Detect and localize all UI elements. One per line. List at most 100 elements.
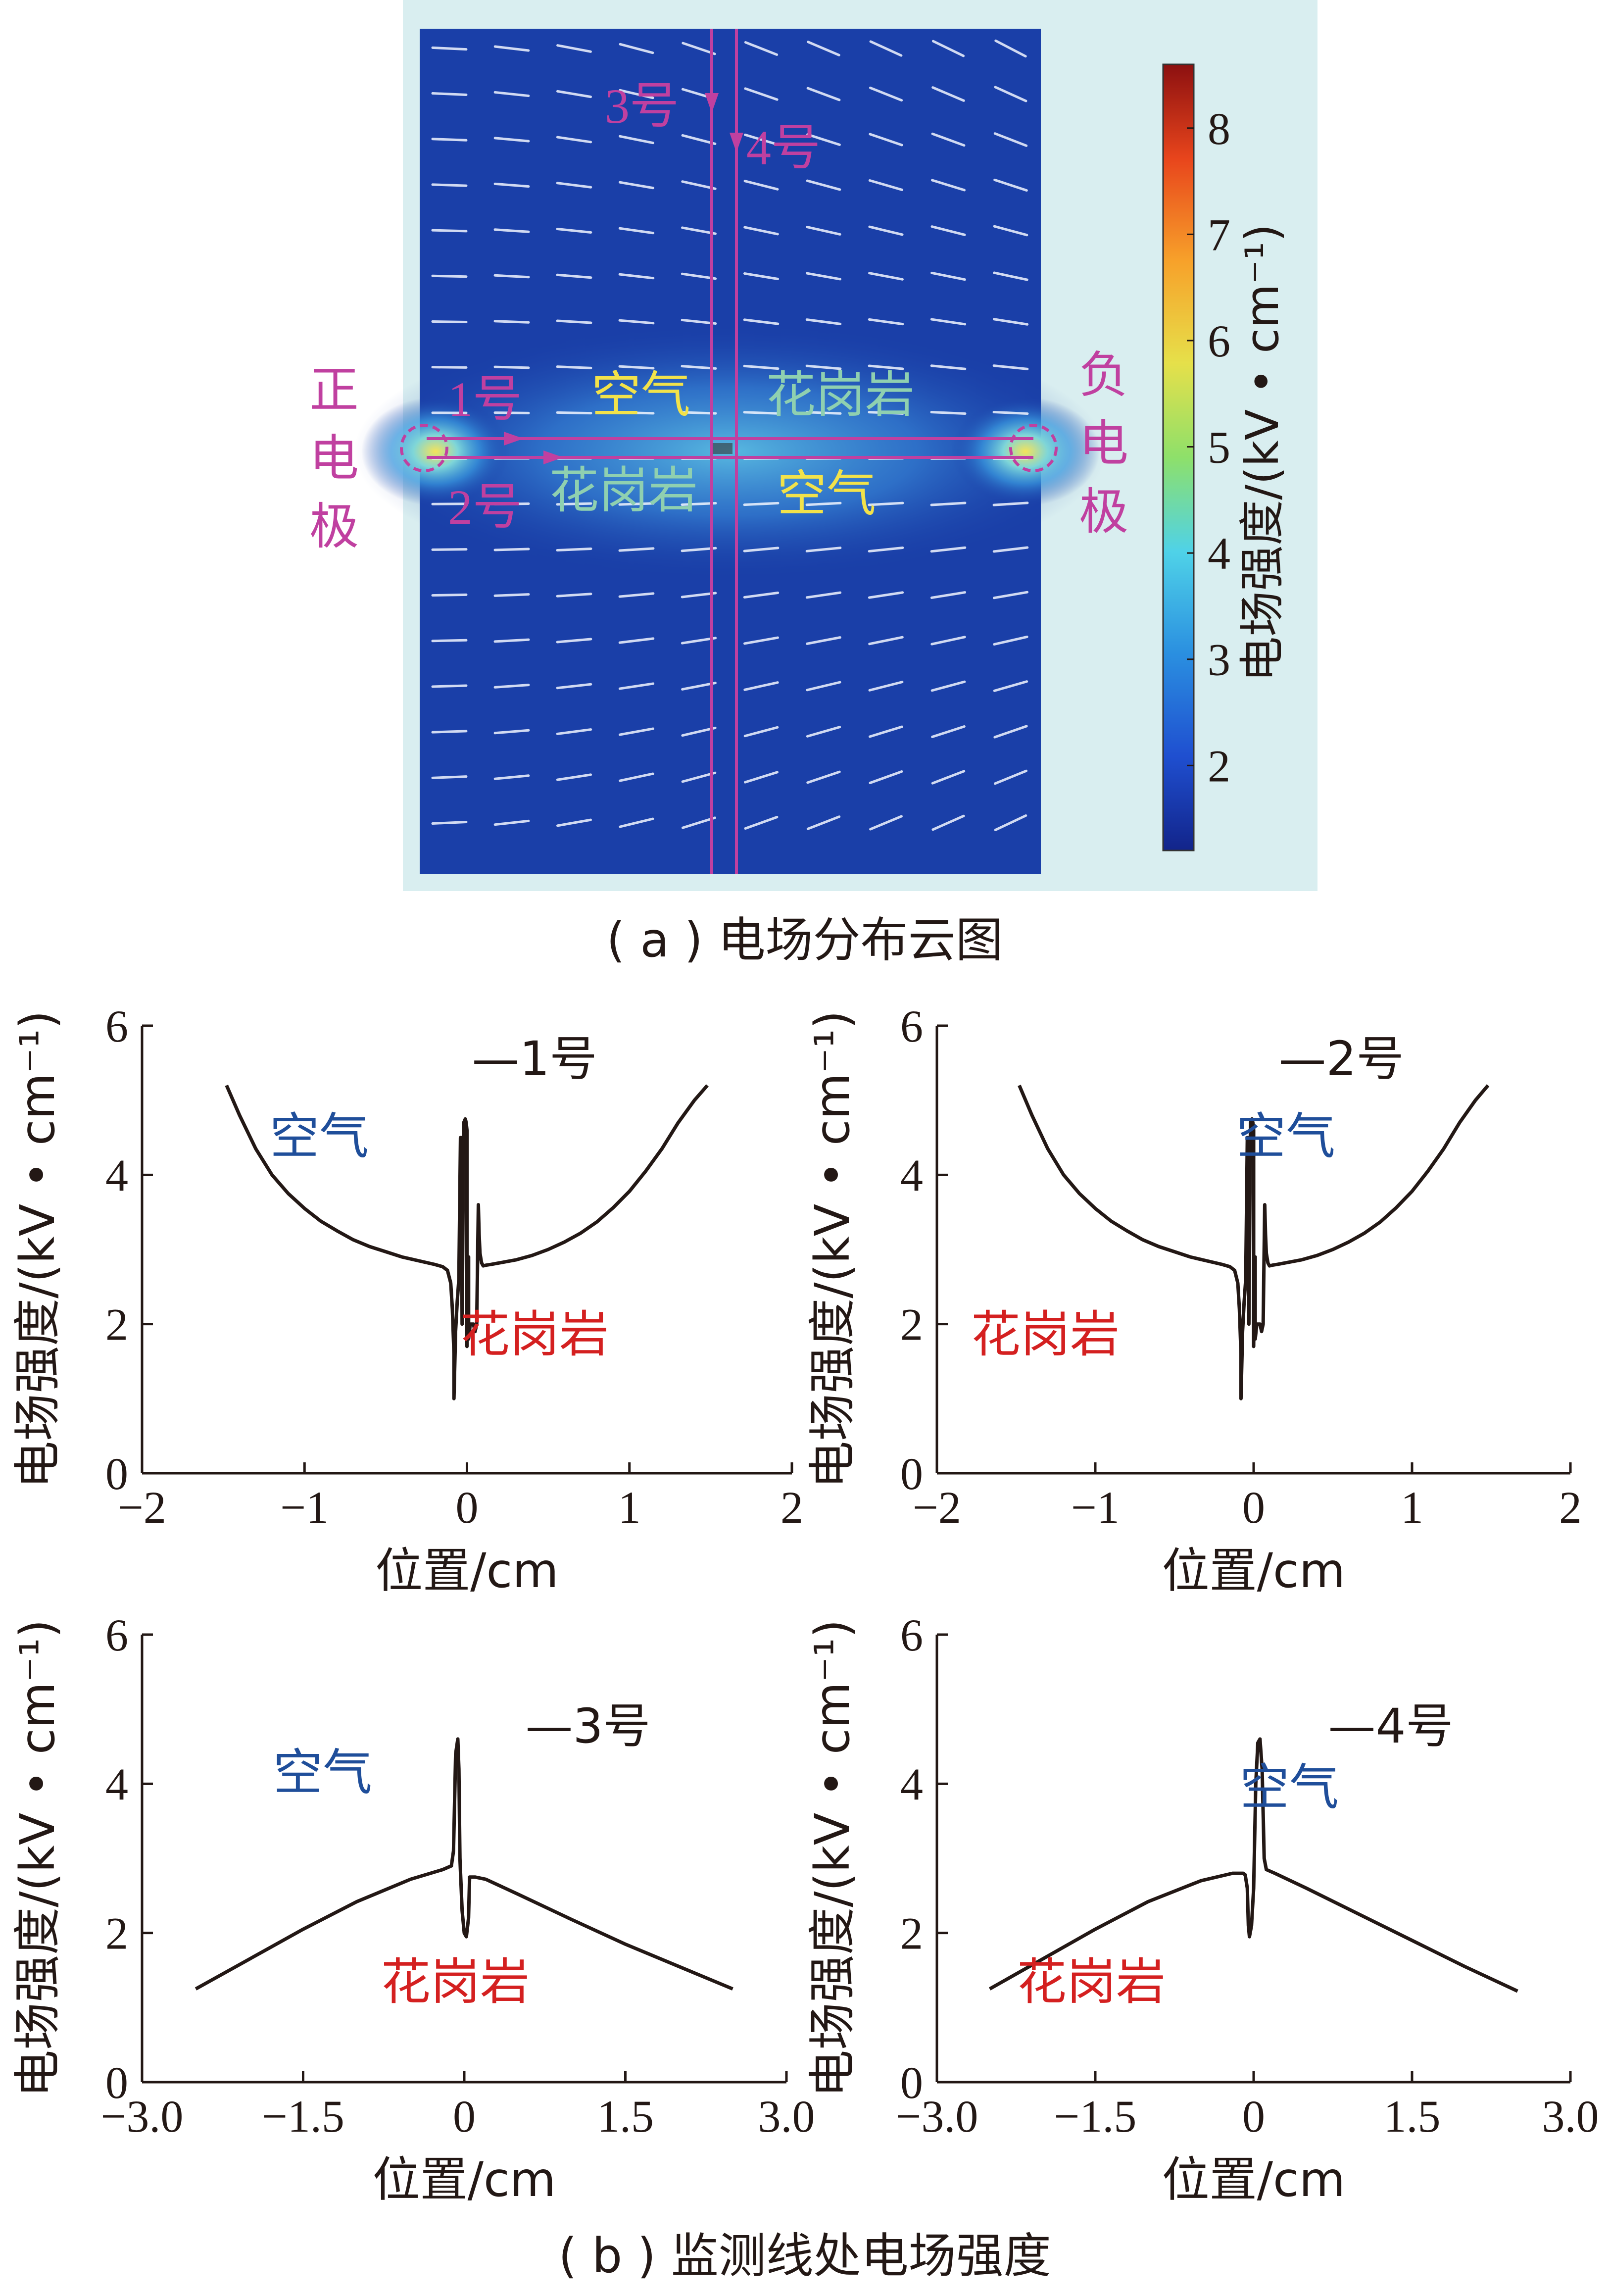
field-arrow bbox=[805, 501, 842, 506]
field-arrow bbox=[931, 40, 965, 57]
electrode-left-char-3: 极 bbox=[309, 498, 359, 555]
field-arrow bbox=[806, 770, 841, 784]
colorbar-tick-label: 7 bbox=[1208, 209, 1230, 260]
field-arrow bbox=[744, 41, 779, 56]
field-arrow bbox=[931, 86, 965, 102]
field-arrow bbox=[618, 411, 655, 415]
field-arrow bbox=[869, 40, 903, 57]
field-arrow bbox=[619, 135, 654, 145]
field-arrow bbox=[868, 411, 904, 415]
field-arrow bbox=[493, 638, 530, 643]
x-tick-label: 1.5 bbox=[1384, 2091, 1441, 2142]
field-arrow bbox=[618, 273, 655, 280]
field-arrow bbox=[931, 179, 966, 192]
y-tick-label: 6 bbox=[105, 1001, 128, 1051]
x-axis-label: 位置/cm bbox=[375, 1543, 559, 1598]
field-arrow bbox=[744, 771, 779, 784]
field-arrow bbox=[806, 133, 841, 146]
field-arrow bbox=[431, 92, 468, 96]
field-arrow bbox=[619, 727, 654, 736]
annotation-air: 空气 bbox=[273, 1744, 372, 1801]
field-arrow bbox=[930, 636, 966, 646]
field-arrow bbox=[868, 681, 904, 692]
field-arrow bbox=[493, 320, 530, 324]
field-arrow bbox=[681, 637, 717, 645]
right-electrode-glow bbox=[951, 397, 1100, 506]
field-arrow bbox=[493, 548, 530, 551]
x-tick-label: 0 bbox=[453, 2091, 476, 2142]
field-arrow bbox=[619, 772, 654, 782]
colorbar-tick-label: 8 bbox=[1208, 103, 1230, 154]
field-arrow bbox=[806, 226, 841, 236]
field-arrow bbox=[806, 636, 841, 645]
field-arrow bbox=[556, 411, 592, 415]
x-tick-label: 0 bbox=[1242, 1482, 1265, 1533]
annotation-granite: 花岗岩 bbox=[971, 1305, 1120, 1363]
positive-electrode-marker bbox=[400, 424, 448, 472]
field-arrow bbox=[618, 319, 655, 325]
electrode-left-char-2: 电 bbox=[309, 429, 359, 487]
x-tick-label: −3.0 bbox=[101, 2091, 184, 2142]
y-tick-label: 6 bbox=[105, 1610, 128, 1660]
field-arrow bbox=[930, 271, 966, 281]
field-arrow bbox=[681, 180, 717, 190]
x-tick-label: 0 bbox=[1242, 2091, 1265, 2142]
field-arrow bbox=[556, 593, 592, 598]
field-arrow bbox=[993, 680, 1028, 692]
field-arrow bbox=[618, 637, 655, 644]
field-arrow bbox=[556, 136, 592, 144]
x-tick-label: 1.5 bbox=[597, 2091, 654, 2142]
field-arrow bbox=[994, 769, 1027, 785]
field-arrow bbox=[431, 730, 468, 734]
annotation-granite: 花岗岩 bbox=[1017, 1953, 1166, 2011]
electrode-left-char-1: 正 bbox=[309, 361, 359, 419]
annotation-granite: 花岗岩 bbox=[381, 1953, 530, 2011]
field-arrow bbox=[431, 229, 468, 233]
x-tick-label: 3.0 bbox=[1542, 2091, 1599, 2142]
electrode-right-char-3: 极 bbox=[1079, 483, 1128, 541]
field-arrow bbox=[681, 134, 717, 146]
monitor-lines bbox=[427, 29, 1033, 874]
field-arrow bbox=[993, 635, 1028, 646]
field-arrow bbox=[930, 364, 967, 370]
x-axis-label: 位置/cm bbox=[1162, 2152, 1346, 2207]
field-arrow bbox=[744, 815, 779, 830]
field-arrow bbox=[619, 43, 654, 54]
field-arrow bbox=[869, 770, 903, 785]
field-arrow bbox=[556, 638, 592, 644]
x-tick-label: 1 bbox=[1401, 1482, 1423, 1533]
field-arrow bbox=[992, 501, 1029, 506]
field-arrow bbox=[931, 814, 965, 831]
x-tick-label: 2 bbox=[781, 1482, 803, 1533]
arrowhead-4 bbox=[730, 133, 743, 152]
y-tick-label: 0 bbox=[900, 2057, 923, 2108]
caption-a: ( a ) 电场分布云图 bbox=[606, 912, 1003, 968]
field-arrow bbox=[556, 228, 592, 234]
field-arrow bbox=[431, 684, 468, 688]
field-arrow bbox=[618, 682, 655, 690]
field-arrow bbox=[868, 318, 904, 326]
y-tick-label: 2 bbox=[900, 1908, 923, 1959]
field-arrow bbox=[992, 546, 1029, 553]
field-arrow bbox=[930, 411, 967, 415]
annotation-air: 空气 bbox=[1236, 1107, 1335, 1165]
y-tick-label: 0 bbox=[105, 2057, 128, 2108]
field-arrow bbox=[556, 365, 592, 369]
colorbar-tick-label: 6 bbox=[1208, 316, 1230, 366]
y-tick-label: 4 bbox=[900, 1150, 923, 1200]
field-arrow bbox=[556, 502, 592, 506]
field-arrow bbox=[618, 502, 655, 506]
field-arrow bbox=[431, 366, 468, 369]
monitor-arrowheads bbox=[504, 93, 743, 464]
legend-label: —1号 bbox=[472, 1031, 597, 1087]
field-arrow bbox=[805, 364, 842, 370]
field-arrow bbox=[431, 820, 468, 825]
field-arrow bbox=[493, 91, 530, 98]
field-arrow bbox=[930, 680, 966, 692]
x-tick-label: 1 bbox=[618, 1482, 641, 1533]
line-label-4: 4号 bbox=[746, 120, 821, 175]
legend-label: —4号 bbox=[1328, 1698, 1453, 1754]
field-arrow bbox=[743, 180, 779, 191]
colorbar bbox=[1162, 63, 1195, 851]
field-arrow bbox=[743, 681, 779, 691]
